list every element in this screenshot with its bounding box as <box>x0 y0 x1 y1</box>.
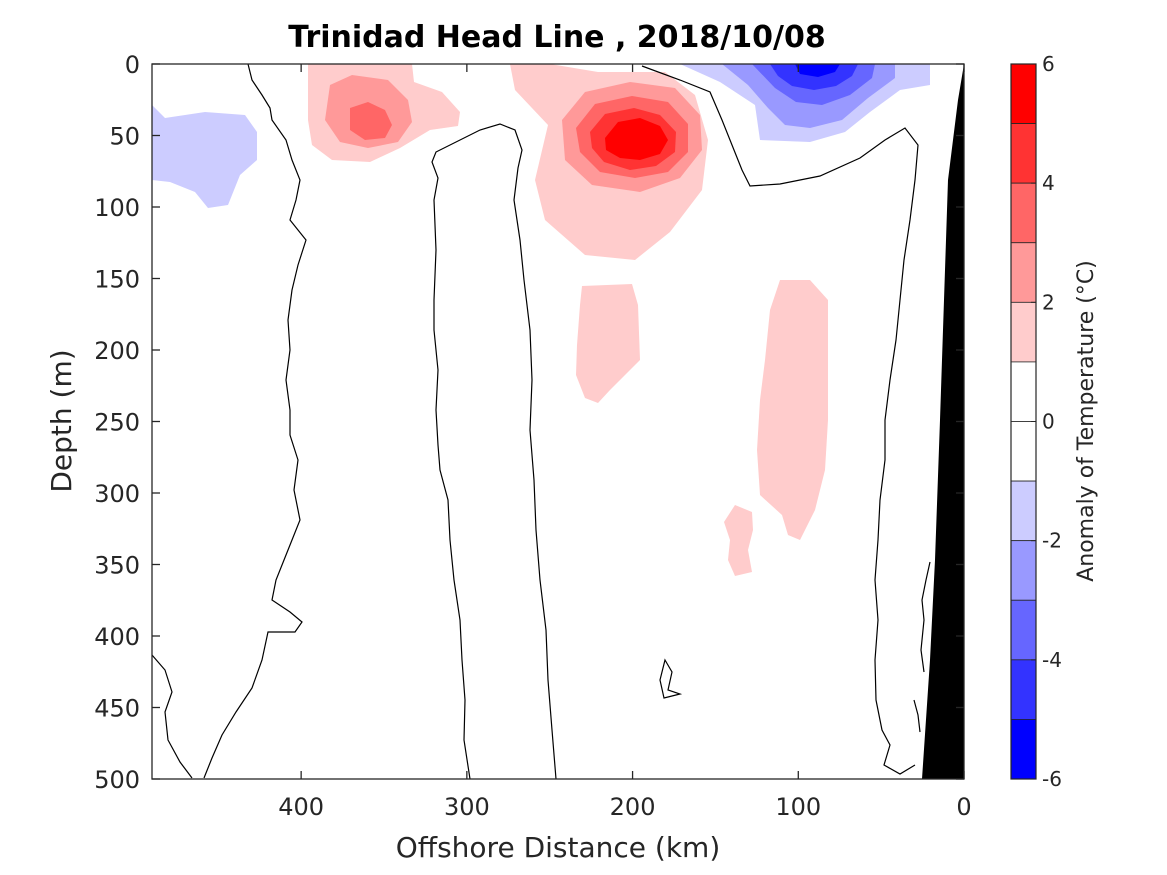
x-tick-label: 400 <box>278 793 324 821</box>
cold-patch-nearshore-l5 <box>795 64 840 77</box>
warm-patch-360-l3 <box>350 102 392 140</box>
colorbar-level <box>1010 421 1037 482</box>
colorbar-tick-label: -6 <box>1042 767 1062 791</box>
y-tick-label: 0 <box>125 51 140 79</box>
warm-core-200-l5 <box>605 118 668 160</box>
warm-patch-small-137 <box>724 505 753 576</box>
plot-area <box>151 63 965 780</box>
colorbar-level <box>1010 123 1037 184</box>
chart-title: Trinidad Head Line , 2018/10/08 <box>288 20 825 55</box>
y-tick-label: 200 <box>94 337 140 365</box>
y-tick-label: 350 <box>94 552 140 580</box>
y-tick-label: 50 <box>109 123 140 151</box>
seafloor-bathymetry <box>922 64 964 779</box>
y-tick-label: 150 <box>94 266 140 294</box>
colorbar-level <box>1010 599 1037 661</box>
x-tick-label: 100 <box>775 793 821 821</box>
x-axis: 400 300 200 100 0 <box>278 64 972 821</box>
y-tick-label: 500 <box>94 766 140 794</box>
colorbar-level <box>1010 242 1037 303</box>
colorbar <box>1010 63 1037 780</box>
zero-contour-coast-a <box>920 561 931 673</box>
colorbar-level <box>1010 63 1037 124</box>
y-tick-label: 300 <box>94 480 140 508</box>
zero-contour-coast-b <box>913 699 921 733</box>
colorbar-tick-label: 6 <box>1042 52 1055 76</box>
colorbar-level <box>1010 719 1037 780</box>
zero-contour-deep-west <box>151 654 193 779</box>
zero-contour-east <box>641 65 919 775</box>
colorbar-tick-label: 0 <box>1042 410 1055 434</box>
colorbar-level <box>1010 540 1037 601</box>
y-axis-label: Depth (m) <box>45 349 78 492</box>
x-axis-label: Offshore Distance (km) <box>396 831 721 864</box>
warm-patch-mid-100 <box>757 280 828 540</box>
x-tick-label: 0 <box>956 793 971 821</box>
colorbar-tick-label: -2 <box>1042 529 1062 553</box>
zero-contour-loop-170 <box>659 658 683 699</box>
colorbar-label: Anomaly of Temperature (°C) <box>1074 260 1099 582</box>
colorbar-level <box>1010 659 1037 720</box>
x-tick-label: 200 <box>610 793 656 821</box>
y-tick-label: 250 <box>94 409 140 437</box>
colorbar-tick-label: -4 <box>1042 648 1062 672</box>
cold-patch-offshore <box>152 105 257 208</box>
anomaly-fills <box>152 64 930 576</box>
colorbar-level <box>1010 480 1037 542</box>
x-tick-label: 300 <box>444 793 490 821</box>
colorbar-level <box>1010 301 1037 363</box>
colorbar-ticks: 6 4 2 0 -2 -4 -6 <box>1031 52 1062 791</box>
y-tick-label: 100 <box>94 194 140 222</box>
zero-contour-west <box>203 63 307 779</box>
colorbar-tick-label: 4 <box>1042 171 1055 195</box>
colorbar-tick-label: 2 <box>1042 290 1055 314</box>
zero-contour-core-west <box>431 123 557 780</box>
colorbar-level <box>1010 182 1037 244</box>
y-tick-label: 400 <box>94 623 140 651</box>
colorbar-level <box>1010 361 1037 422</box>
cold-patch-nearshore-l4 <box>770 64 858 90</box>
y-axis: 0 50 100 150 200 250 300 350 400 450 500 <box>94 51 964 794</box>
y-tick-label: 450 <box>94 695 140 723</box>
zero-contours <box>151 63 931 780</box>
warm-patch-mid-200 <box>576 284 640 403</box>
